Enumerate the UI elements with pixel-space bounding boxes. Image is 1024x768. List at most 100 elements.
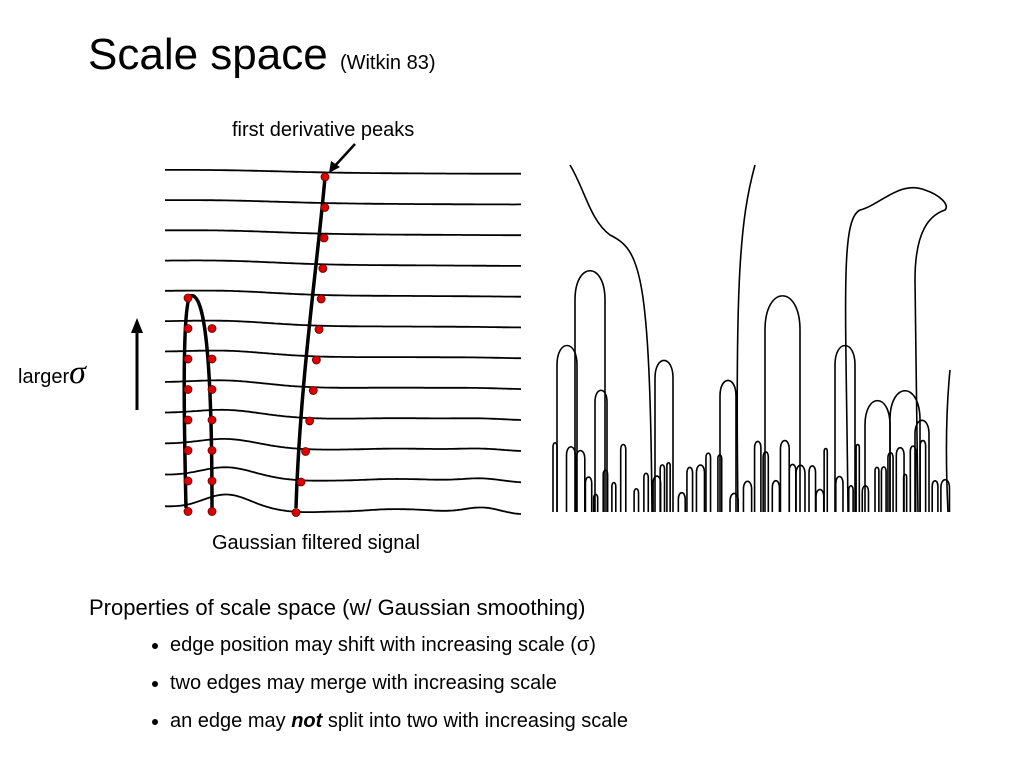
contour bbox=[719, 379, 737, 512]
peak-dot bbox=[308, 386, 318, 395]
contour bbox=[764, 295, 801, 512]
contour bbox=[771, 479, 781, 512]
peak-dot bbox=[291, 508, 301, 517]
peak-track bbox=[294, 176, 327, 509]
peak-dot bbox=[207, 507, 217, 516]
filtered-signals bbox=[164, 169, 522, 515]
bullet-text: an edge may bbox=[170, 710, 292, 732]
contour bbox=[895, 446, 905, 512]
bullet: an edge may not split into two with incr… bbox=[170, 708, 628, 734]
peak-dot bbox=[183, 476, 193, 486]
peak-dot bbox=[319, 233, 329, 243]
contour bbox=[633, 487, 640, 512]
contour bbox=[666, 461, 671, 512]
peaks-label: first derivative peaks bbox=[232, 119, 415, 141]
contour bbox=[889, 390, 921, 512]
contour bbox=[847, 485, 854, 512]
peak-dot bbox=[311, 355, 321, 365]
peak-dot bbox=[207, 324, 217, 333]
contour bbox=[834, 344, 856, 512]
peak-dot bbox=[207, 446, 217, 455]
bullet: edge position may shift with increasing … bbox=[170, 632, 628, 658]
contour bbox=[880, 466, 887, 512]
peak-dot bbox=[183, 324, 193, 333]
properties-heading: Properties of scale space (w/ Gaussian s… bbox=[89, 595, 586, 620]
signal-line bbox=[165, 466, 522, 484]
peak-dot bbox=[318, 264, 328, 273]
signal-line bbox=[165, 319, 522, 329]
signal-line bbox=[164, 493, 522, 515]
signal-line bbox=[164, 349, 521, 360]
contour bbox=[844, 187, 947, 513]
peak-dot bbox=[320, 203, 330, 212]
contour bbox=[611, 481, 617, 512]
signal-line bbox=[165, 408, 522, 421]
contour bbox=[594, 389, 608, 512]
signal-line bbox=[165, 169, 521, 175]
contour bbox=[779, 439, 790, 512]
signal-line bbox=[165, 379, 522, 390]
signal-label: Gaussian filtered signal bbox=[212, 532, 420, 554]
contour bbox=[729, 492, 739, 512]
peak-dot bbox=[183, 415, 193, 425]
peak-dot bbox=[316, 294, 326, 304]
contour bbox=[931, 480, 939, 512]
bullet: two edges may merge with increasing scal… bbox=[170, 670, 628, 696]
title: Scale space (Witkin 83) bbox=[88, 30, 436, 80]
pointer-line bbox=[332, 143, 356, 169]
contour bbox=[584, 476, 593, 512]
contour bbox=[940, 478, 951, 512]
peak-dots bbox=[183, 172, 330, 517]
contour bbox=[902, 473, 908, 512]
peak-dot bbox=[207, 476, 217, 486]
peak-dot bbox=[183, 507, 193, 516]
signal-line bbox=[165, 199, 521, 206]
contour bbox=[686, 466, 694, 512]
scale-arrow-head bbox=[131, 318, 143, 333]
contour bbox=[945, 369, 951, 513]
contour bbox=[874, 466, 880, 512]
scale-space-contours bbox=[552, 164, 951, 513]
peak-dot bbox=[207, 385, 217, 394]
contour bbox=[914, 419, 930, 512]
contour bbox=[643, 472, 650, 512]
contour bbox=[788, 463, 797, 512]
contour bbox=[654, 359, 674, 512]
contour bbox=[855, 443, 861, 512]
peak-dot bbox=[301, 447, 310, 456]
bullet-text: two edges may merge with increasing scal… bbox=[170, 672, 557, 694]
contour bbox=[705, 452, 712, 512]
peak-dot bbox=[207, 354, 217, 364]
contour bbox=[815, 488, 825, 512]
peak-dot bbox=[183, 446, 193, 455]
peak-dot bbox=[183, 385, 193, 394]
contour bbox=[736, 164, 756, 513]
contour bbox=[808, 465, 817, 512]
peak-dot bbox=[207, 415, 217, 425]
contour bbox=[556, 344, 578, 512]
contour bbox=[742, 480, 753, 512]
contour bbox=[574, 270, 606, 512]
contour bbox=[919, 439, 927, 512]
signal-line bbox=[165, 289, 521, 298]
signal-line bbox=[164, 438, 522, 452]
bullet-text: edge position may shift with increasing … bbox=[170, 634, 596, 656]
peak-dot bbox=[296, 477, 306, 487]
properties-list: edge position may shift with increasing … bbox=[150, 632, 628, 746]
sigma: σ bbox=[69, 354, 86, 391]
citation: (Witkin 83) bbox=[339, 52, 436, 74]
title-main: Scale space bbox=[88, 30, 328, 79]
contour bbox=[569, 164, 653, 513]
larger-text: larger bbox=[18, 366, 70, 388]
emphasis: not bbox=[291, 710, 323, 732]
signal-line bbox=[164, 229, 521, 237]
contour bbox=[753, 440, 762, 512]
peak-dot bbox=[183, 293, 193, 303]
contour bbox=[565, 446, 577, 512]
contour bbox=[619, 443, 627, 512]
contour bbox=[659, 464, 666, 512]
peak-dot bbox=[305, 416, 315, 426]
bullet-text: split into two with increasing scale bbox=[322, 710, 628, 732]
